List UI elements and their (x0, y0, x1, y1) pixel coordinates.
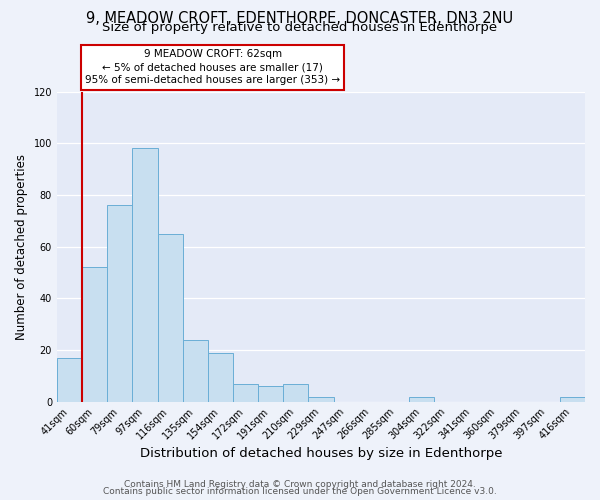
Bar (560, 396, 585, 402)
Bar (258, 386, 283, 402)
Text: 9, MEADOW CROFT, EDENTHORPE, DONCASTER, DN3 2NU: 9, MEADOW CROFT, EDENTHORPE, DONCASTER, … (86, 11, 514, 26)
Bar (208, 352, 233, 402)
Bar (158, 234, 182, 402)
Bar (283, 384, 308, 402)
Bar (182, 340, 208, 402)
Bar (57, 358, 82, 402)
Y-axis label: Number of detached properties: Number of detached properties (15, 154, 28, 340)
Bar (308, 396, 334, 402)
Bar (409, 396, 434, 402)
Bar (233, 384, 258, 402)
Text: Contains public sector information licensed under the Open Government Licence v3: Contains public sector information licen… (103, 487, 497, 496)
Bar (82, 268, 107, 402)
Bar (133, 148, 158, 402)
Text: 9 MEADOW CROFT: 62sqm
← 5% of detached houses are smaller (17)
95% of semi-detac: 9 MEADOW CROFT: 62sqm ← 5% of detached h… (85, 49, 340, 86)
Bar (107, 206, 133, 402)
Text: Size of property relative to detached houses in Edenthorpe: Size of property relative to detached ho… (103, 22, 497, 35)
Text: Contains HM Land Registry data © Crown copyright and database right 2024.: Contains HM Land Registry data © Crown c… (124, 480, 476, 489)
X-axis label: Distribution of detached houses by size in Edenthorpe: Distribution of detached houses by size … (140, 447, 502, 460)
